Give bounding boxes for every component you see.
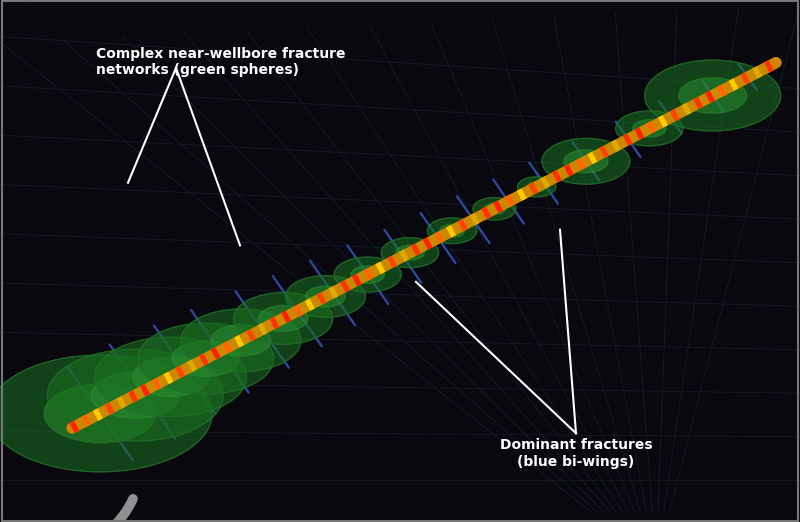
- Ellipse shape: [542, 138, 630, 184]
- Ellipse shape: [47, 349, 223, 441]
- Ellipse shape: [427, 218, 477, 244]
- Ellipse shape: [44, 384, 156, 443]
- Ellipse shape: [616, 111, 683, 146]
- Text: Complex near-wellbore fracture
networks (green spheres): Complex near-wellbore fracture networks …: [96, 47, 346, 77]
- Ellipse shape: [351, 266, 385, 283]
- Ellipse shape: [440, 224, 465, 237]
- Ellipse shape: [211, 325, 271, 356]
- Ellipse shape: [483, 203, 506, 215]
- Ellipse shape: [527, 182, 546, 192]
- Ellipse shape: [133, 357, 209, 397]
- Ellipse shape: [518, 177, 556, 197]
- Ellipse shape: [138, 323, 274, 394]
- Ellipse shape: [306, 286, 346, 307]
- Ellipse shape: [94, 337, 246, 417]
- Ellipse shape: [473, 197, 516, 220]
- Ellipse shape: [234, 292, 333, 345]
- Ellipse shape: [172, 341, 240, 376]
- Ellipse shape: [0, 355, 212, 472]
- Ellipse shape: [564, 150, 608, 173]
- Ellipse shape: [91, 372, 179, 418]
- Ellipse shape: [181, 309, 301, 372]
- Ellipse shape: [286, 276, 366, 317]
- Ellipse shape: [633, 120, 666, 137]
- Ellipse shape: [645, 60, 781, 131]
- Text: Dominant fractures
(blue bi-wings): Dominant fractures (blue bi-wings): [500, 438, 652, 469]
- Ellipse shape: [395, 245, 424, 260]
- Ellipse shape: [334, 257, 402, 292]
- Ellipse shape: [678, 78, 746, 113]
- Ellipse shape: [381, 238, 438, 268]
- Ellipse shape: [258, 305, 308, 331]
